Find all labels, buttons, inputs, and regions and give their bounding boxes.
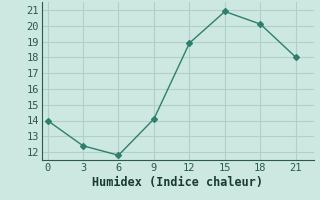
X-axis label: Humidex (Indice chaleur): Humidex (Indice chaleur) — [92, 176, 263, 189]
